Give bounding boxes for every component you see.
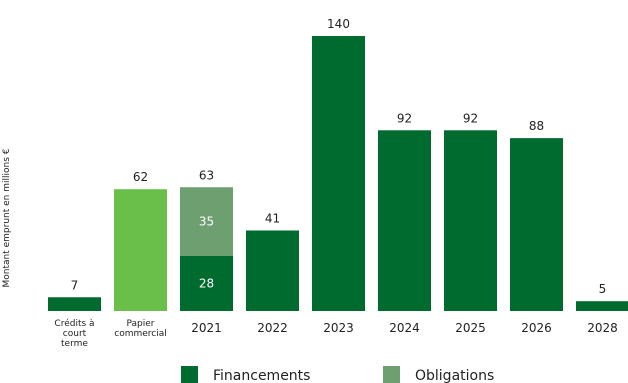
bar-6-total-label: 92 (463, 111, 478, 125)
bar-8-total-label: 5 (599, 282, 607, 296)
bar-0-total-label: 7 (71, 278, 79, 292)
bar-3-total-label: 41 (265, 211, 280, 225)
legend-swatch-0 (181, 366, 198, 383)
y-axis-label: Montant emprunt en millions € (2, 148, 12, 287)
bar-2-segment-0 (180, 256, 233, 311)
x-tick-label: 2023 (323, 321, 354, 335)
bars-group (48, 36, 628, 311)
x-tick-label: 2024 (389, 321, 420, 335)
x-tick-label: 2026 (521, 321, 552, 335)
bar-1-total-label: 62 (133, 170, 148, 184)
bar-2-segment-0-label: 28 (199, 277, 214, 291)
bar-5-segment-0 (378, 130, 431, 311)
x-tick-label: Crédits à court terme (54, 318, 94, 349)
bar-0-segment-0 (48, 297, 101, 311)
bar-1-segment-0 (114, 189, 167, 311)
bar-4-total-label: 140 (327, 17, 350, 31)
x-tick-label: 2028 (587, 321, 618, 335)
bar-7-total-label: 88 (529, 119, 544, 133)
value-labels-group: 7 62 28 35 63 41 140 92 92 88 5 (71, 17, 607, 296)
bar-5-total-label: 92 (397, 111, 412, 125)
legend-swatch-1 (383, 366, 400, 383)
x-tick-label: 2022 (257, 321, 288, 335)
bar-7-segment-0 (510, 138, 563, 311)
x-tick-labels-group: Crédits à court terme Papier commercial 2021 2… (54, 318, 617, 349)
bar-8-segment-0 (576, 301, 628, 311)
x-tick-label: 2025 (455, 321, 486, 335)
bar-2-segment-1 (180, 187, 233, 256)
legend: Financements Obligations (181, 366, 494, 383)
x-tick-label: Papier commercial (114, 319, 167, 339)
bar-2-total-label: 63 (199, 168, 214, 182)
x-tick-label: 2021 (191, 321, 222, 335)
legend-label-0: Financements (213, 368, 310, 383)
bar-4-segment-0 (312, 36, 365, 311)
bar-6-segment-0 (444, 130, 497, 311)
bar-3-segment-0 (246, 230, 299, 311)
legend-label-1: Obligations (415, 368, 494, 383)
bar-2-segment-1-label: 35 (199, 215, 214, 229)
